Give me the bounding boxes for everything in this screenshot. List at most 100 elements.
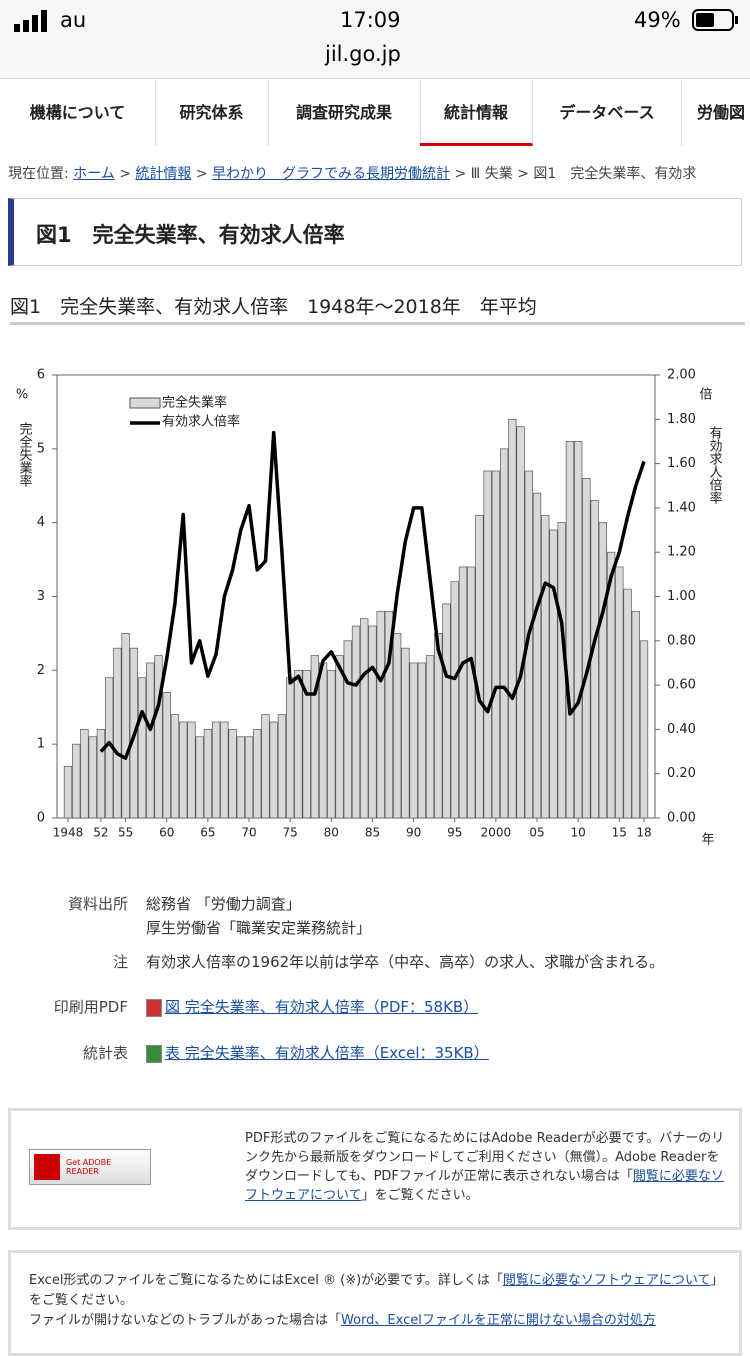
download-link[interactable]: 図 完全失業率、有効求人倍率（PDF：58KB）: [165, 998, 479, 1016]
note-text: 厚生労働省「職業安定業務統計」: [146, 919, 372, 937]
y2-tick-label: 0.60: [667, 678, 696, 693]
bar: [541, 514, 550, 819]
file-icon: [146, 999, 162, 1017]
crumb-sep: >: [195, 166, 208, 182]
y-axis-unit: %: [16, 388, 28, 403]
bar: [384, 610, 394, 819]
bar: [368, 625, 377, 819]
nav-tab[interactable]: 統計情報: [420, 80, 533, 146]
crumb-link[interactable]: 統計情報: [135, 166, 192, 182]
note-label: 資料出所: [67, 895, 128, 913]
download-label: 統計表: [82, 1044, 128, 1062]
text: PDF形式のファイルをご覧になるためにはAdobe Readerが必要です。バナ…: [245, 1131, 725, 1184]
bar: [211, 721, 221, 819]
x-tick-label: 2000: [481, 826, 512, 840]
bar: [598, 522, 608, 819]
adobe-box: Get ADOBE READER PDF形式のファイルをご覧になるためにはAdo…: [8, 1108, 742, 1230]
bar: [302, 669, 311, 819]
bar: [261, 714, 270, 819]
y2-tick-label: 0.00: [667, 811, 696, 826]
download-link[interactable]: 表 完全失業率、有効求人倍率（Excel：35KB）: [165, 1044, 489, 1062]
bar: [162, 692, 171, 819]
adobe-text: PDF形式のファイルをご覧になるためにはAdobe Readerが必要です。バナ…: [245, 1129, 725, 1205]
bar: [376, 610, 385, 819]
y-tick-label: 0: [37, 811, 45, 826]
x-tick-label: 52: [93, 826, 108, 840]
bar: [220, 721, 229, 819]
nav-tab[interactable]: データベース: [533, 80, 682, 146]
link[interactable]: 閲覧に必要なソフトウェアについて: [502, 1273, 711, 1288]
bar: [327, 669, 336, 819]
y2-tick-label: 1.80: [667, 412, 696, 427]
nav-tab[interactable]: 研究体系: [155, 80, 269, 146]
y2-tick-label: 1.60: [667, 456, 696, 471]
legend-swatch: [129, 397, 161, 409]
bar: [360, 618, 369, 819]
bar: [532, 492, 542, 819]
y-tick-label: 2: [37, 663, 45, 678]
bar: [72, 743, 81, 819]
note-text: 総務省 「労働力調査」: [146, 895, 301, 913]
x-tick-label: 15: [612, 826, 627, 840]
carrier: au: [60, 8, 87, 32]
bar: [277, 714, 287, 819]
bar: [310, 655, 320, 819]
x-tick-label: 65: [200, 826, 215, 840]
bar: [574, 441, 583, 819]
bar: [499, 448, 509, 819]
y2-axis-unit: 倍: [699, 388, 712, 403]
link[interactable]: Word、Excelファイルを正常に開けない場合の対処方: [341, 1313, 656, 1328]
x-tick-label: 18: [636, 826, 651, 840]
bar: [425, 655, 435, 819]
bar: [606, 551, 616, 819]
signal-icon: [14, 10, 47, 32]
bar: [549, 529, 558, 819]
legend-label: 完全失業率: [162, 395, 227, 411]
adobe-banner-text: Get ADOBE READER: [66, 1158, 112, 1176]
bar: [195, 736, 204, 819]
crumb-link[interactable]: 早わかり グラフでみる長期労働統計: [212, 166, 451, 182]
bar: [442, 603, 451, 819]
crumb-link[interactable]: ホーム: [73, 166, 115, 182]
bar: [475, 514, 484, 819]
chart-title: 図1 完全失業率、有効求人倍率 1948年～2018年 年平均: [10, 292, 745, 325]
url[interactable]: jil.go.jp: [325, 42, 401, 66]
nav-tab[interactable]: 調査研究成果: [268, 80, 421, 146]
crumb: > Ⅲ 失業 > 図1 完全失業率、有効求: [454, 166, 697, 182]
crumb: 現在位置:: [8, 166, 69, 182]
x-tick-label: 95: [447, 826, 462, 840]
line: [99, 430, 646, 760]
nav-tab[interactable]: 機構について: [0, 80, 156, 146]
bar: [623, 588, 632, 819]
bar: [228, 729, 237, 819]
y2-axis-label: 有効求人倍率: [707, 426, 723, 504]
bar: [294, 669, 303, 819]
x-tick-label: 75: [283, 826, 298, 840]
bar: [88, 736, 97, 819]
bar: [516, 426, 525, 819]
bar: [417, 662, 426, 819]
y-tick-label: 5: [37, 441, 45, 456]
y2-tick-label: 2.00: [667, 368, 696, 383]
text: Excel形式のファイルをご覧になるためにはExcel ® (※)が必要です。詳…: [29, 1273, 503, 1288]
bar: [137, 677, 147, 819]
bar: [269, 721, 278, 819]
x-tick-label: 90: [406, 826, 421, 840]
bar: [318, 662, 328, 819]
y2-tick-label: 1.00: [667, 589, 696, 604]
bar: [458, 566, 468, 819]
breadcrumb: 現在位置: ホーム > 統計情報 > 早わかり グラフでみる長期労働統計 > Ⅲ…: [8, 163, 696, 183]
y-tick-label: 6: [37, 368, 45, 383]
bar: [286, 677, 295, 819]
link[interactable]: 閲覧に必要なソフトウェアについて: [245, 1169, 724, 1203]
bar: [351, 625, 361, 819]
text: ファイルが開けないなどのトラブルがあった場合は「: [29, 1313, 342, 1328]
bar: [154, 655, 163, 819]
bar: [244, 736, 254, 819]
bar: [236, 736, 245, 819]
bar: [80, 729, 89, 819]
adobe-banner[interactable]: Get ADOBE READER: [29, 1149, 151, 1185]
nav-tab[interactable]: 労働図: [681, 80, 750, 146]
battery-icon: [692, 9, 738, 31]
